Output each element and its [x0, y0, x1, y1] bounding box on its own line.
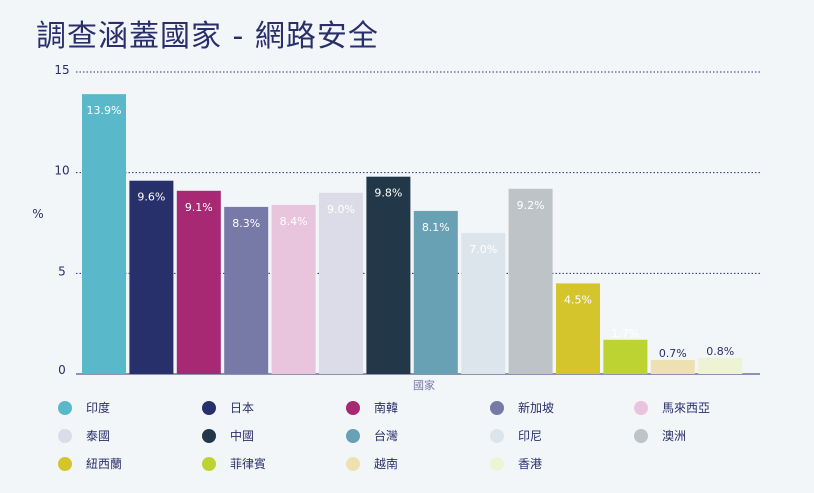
- bar-data-label: 9.2%: [517, 199, 545, 212]
- legend-item: 中國: [202, 427, 346, 444]
- bar-data-label: 13.9%: [87, 104, 122, 117]
- legend-item: 印尼: [490, 427, 634, 444]
- bar: [650, 359, 695, 374]
- bar: [129, 180, 174, 374]
- bar-data-label: 8.3%: [232, 217, 260, 230]
- x-axis-label: 國家: [413, 378, 435, 392]
- legend-label: 菲律賓: [230, 457, 267, 471]
- bar: [413, 210, 458, 374]
- bar: [82, 94, 126, 374]
- bar-data-label: 0.7%: [659, 347, 687, 360]
- legend: 印度 日本 南韓 新加坡 馬來西亞泰國 中國 台灣 印尼 澳洲紐西蘭 菲律賓 越南 香港: [58, 399, 778, 472]
- legend-label: 台灣: [374, 429, 399, 443]
- legend-item: 澳洲: [634, 427, 778, 444]
- bar: [508, 188, 553, 374]
- legend-swatch: [58, 428, 72, 443]
- legend-item: 日本: [202, 399, 346, 416]
- legend-swatch: [346, 428, 360, 443]
- legend-item: 南韓: [346, 399, 490, 416]
- bar: [176, 190, 221, 374]
- legend-label: 越南: [374, 457, 399, 471]
- legend-swatch: [202, 428, 216, 443]
- legend-label: 日本: [230, 401, 255, 415]
- bar-data-label: 9.8%: [374, 187, 402, 200]
- legend-swatch: [202, 456, 216, 471]
- y-axis-label: %: [32, 207, 43, 221]
- y-tick-label: 15: [54, 63, 69, 77]
- legend-label: 香港: [518, 457, 543, 471]
- legend-swatch: [634, 428, 648, 443]
- legend-label: 澳洲: [662, 429, 687, 443]
- y-tick-label: 10: [54, 164, 69, 178]
- legend-swatch: [346, 400, 360, 415]
- bar: [461, 233, 506, 374]
- bar: [224, 206, 269, 374]
- legend-swatch: [58, 456, 72, 471]
- bar-data-label: 8.1%: [422, 221, 450, 234]
- legend-swatch: [58, 400, 72, 415]
- bar-data-label: 4.5%: [564, 293, 592, 306]
- legend-item: 台灣: [346, 427, 490, 444]
- bar: [366, 176, 411, 374]
- legend-label: 紐西蘭: [86, 457, 123, 471]
- legend-item: 紐西蘭: [58, 455, 202, 472]
- bar-data-label: 9.1%: [185, 201, 213, 214]
- y-tick-label: 5: [58, 264, 66, 278]
- legend-item: 新加坡: [490, 399, 634, 416]
- bar-data-label: 1.7%: [611, 327, 639, 340]
- legend-label: 泰國: [86, 429, 111, 443]
- chart-title: 調查涵蓋國家 - 網路安全: [36, 19, 379, 54]
- legend-item: 越南: [346, 455, 490, 472]
- bar: [319, 192, 363, 374]
- bar: [603, 339, 648, 374]
- bar: [271, 204, 316, 374]
- legend-label: 新加坡: [518, 401, 555, 415]
- legend-item: 菲律賓: [202, 455, 346, 472]
- legend-item: 香港: [490, 455, 634, 472]
- bar-data-label: 7.0%: [469, 243, 497, 256]
- bar-data-label: 8.4%: [280, 215, 308, 228]
- y-tick-label: 0: [58, 363, 66, 377]
- legend-label: 南韓: [374, 401, 399, 415]
- legend-label: 中國: [230, 429, 255, 443]
- legend-item: 印度: [58, 399, 202, 416]
- bar-data-label: 9.0%: [327, 203, 355, 216]
- bar-data-label: 0.8%: [706, 345, 734, 358]
- legend-swatch: [634, 400, 648, 415]
- legend-swatch: [490, 428, 504, 443]
- legend-swatch: [346, 456, 360, 471]
- legend-item: 馬來西亞: [634, 399, 778, 416]
- legend-label: 馬來西亞: [662, 401, 711, 415]
- bar-data-label: 9.6%: [137, 191, 165, 204]
- legend-swatch: [202, 400, 216, 415]
- bar: [698, 357, 743, 374]
- bar-chart: % 國家 0 5 10 15 13.9% 9.6% 9.1% 8.3% 8.4% 9.0% 9.8%…: [32, 63, 760, 392]
- legend-item: 泰國: [58, 427, 202, 444]
- bar: [556, 283, 600, 374]
- legend-label: 印度: [86, 401, 111, 415]
- legend-label: 印尼: [518, 429, 543, 443]
- legend-swatch: [490, 400, 504, 415]
- legend-swatch: [490, 456, 504, 471]
